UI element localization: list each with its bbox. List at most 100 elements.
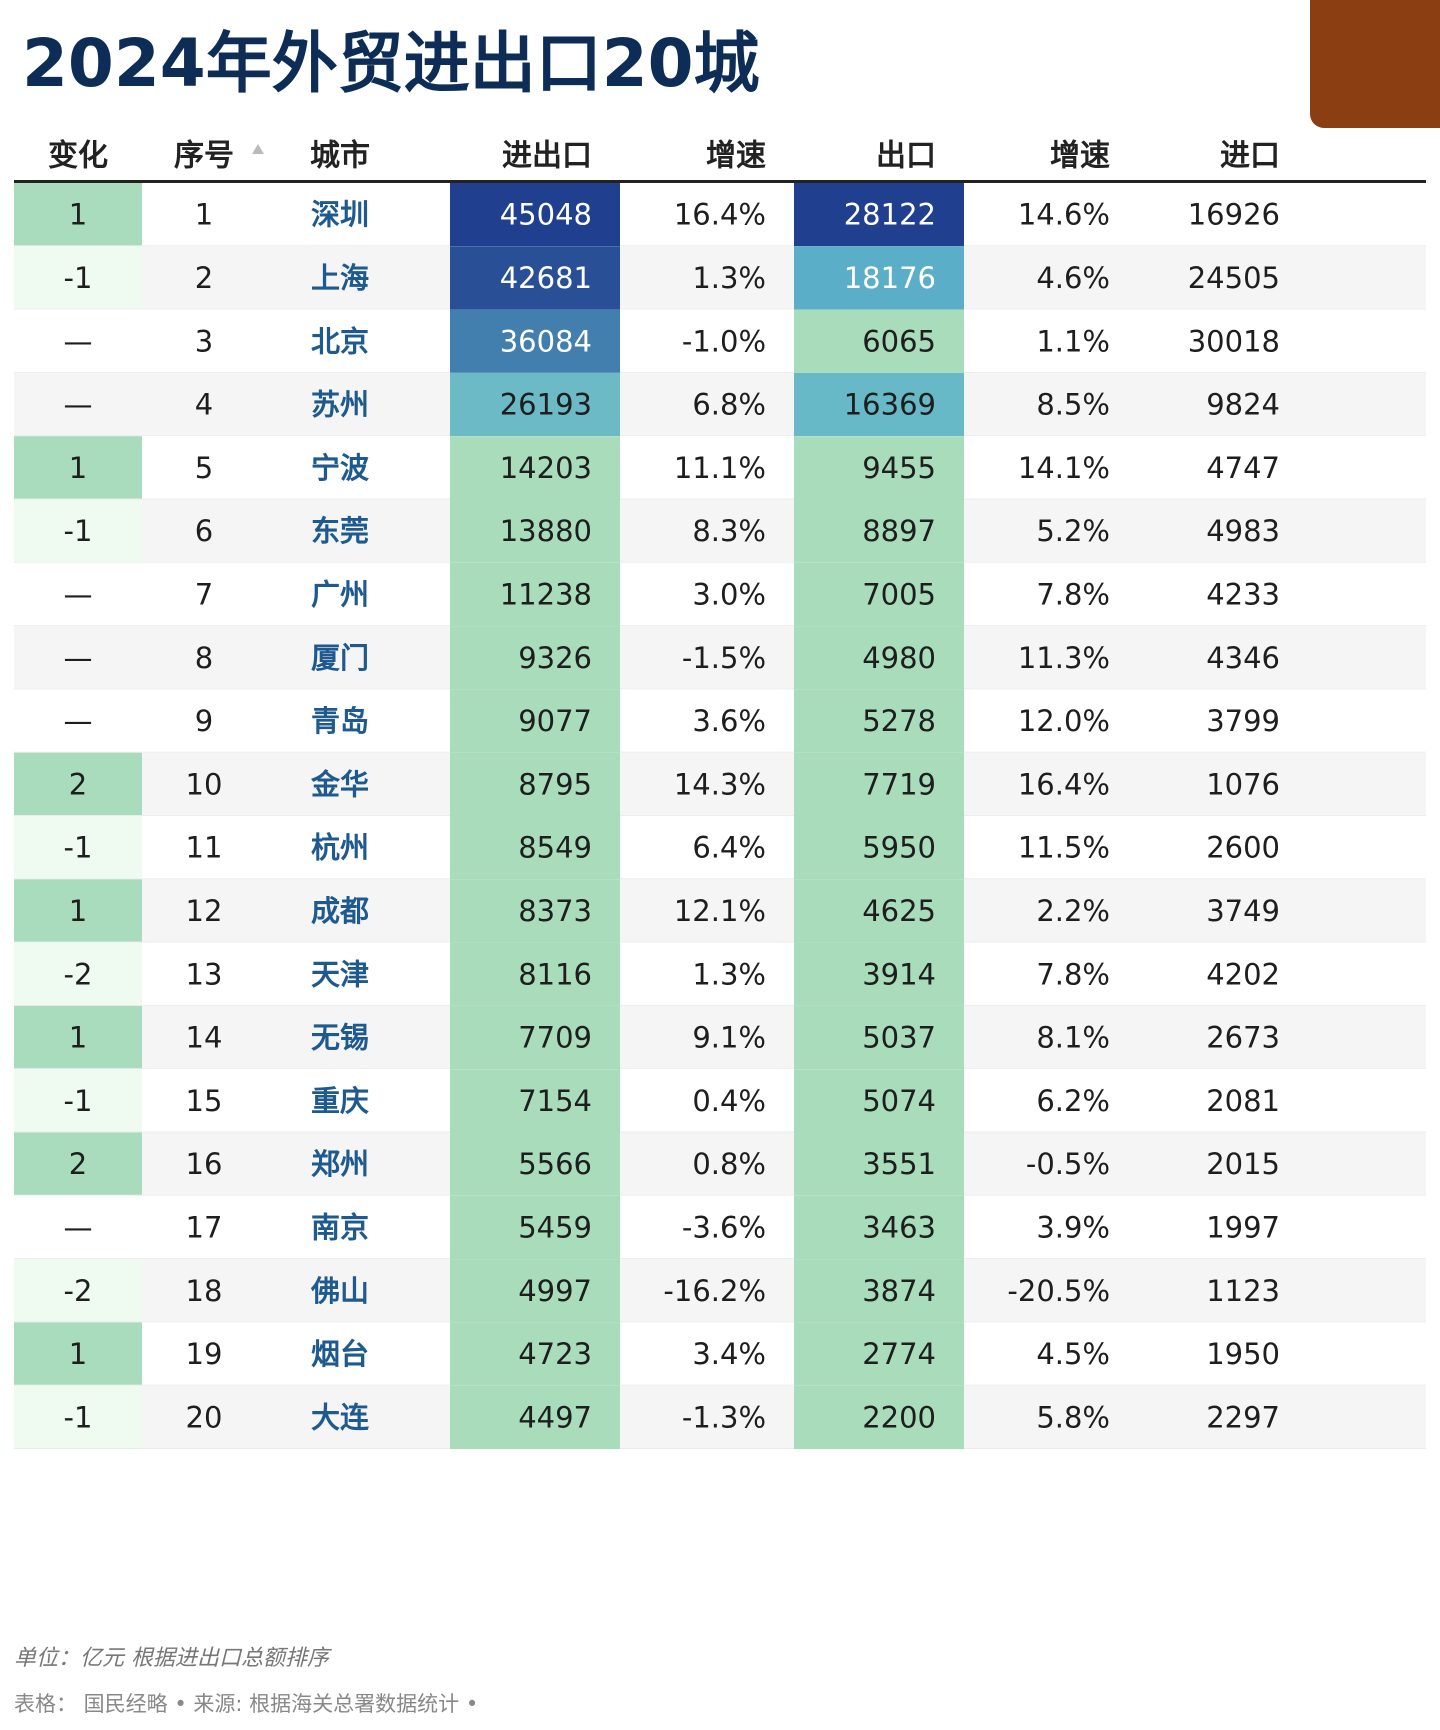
change-cell [14,879,142,942]
row-divider [14,751,1426,753]
cell-total-growth: 6.4% [692,831,766,865]
cell-city: 郑州 [311,1147,369,1181]
table-row [14,816,1426,879]
change-cell [14,1005,142,1069]
export-heat-cell [794,499,964,563]
total-heat-cell [450,626,620,690]
export-heat-cell [794,752,964,816]
total-heat-cell [450,942,620,1006]
cell-total-growth: 14.3% [674,767,766,801]
table-row [14,1069,1426,1132]
row-divider [14,1448,1426,1449]
cell-change: 1 [69,1021,87,1055]
row-divider [14,878,1426,880]
total-heat-cell [450,309,620,373]
cell-export: 7005 [862,577,936,611]
total-heat-cell [450,816,620,880]
row-divider [14,1004,1426,1006]
cell-change: — [64,577,93,611]
cell-export: 4625 [862,894,936,928]
cell-import: 4233 [1206,577,1280,611]
row-divider [14,625,1426,627]
cell-export: 9455 [862,451,936,485]
cell-import: 16926 [1188,198,1280,232]
cell-total-growth: 16.4% [674,198,766,232]
export-heat-cell [794,562,964,627]
row-divider [14,688,1426,690]
cell-change: -1 [64,1084,93,1118]
cell-export: 5278 [862,704,936,738]
column-header: 增速 [1050,139,1110,174]
cell-city: 广州 [311,577,369,611]
cell-city: 大连 [311,1400,370,1434]
cell-total-growth: 3.6% [692,704,766,738]
total-heat-cell [450,1132,620,1196]
cell-export-growth: 4.5% [1036,1337,1110,1371]
cell-export: 3551 [862,1147,936,1181]
cell-total: 4723 [518,1337,592,1371]
cell-total-growth: 6.8% [692,388,766,422]
export-heat-cell [794,1385,964,1449]
total-heat-cell [450,879,620,943]
export-heat-cell [794,816,964,880]
cell-rank: 2 [195,261,213,295]
export-heat-cell [794,309,964,373]
table-row [14,499,1426,562]
export-heat-cell [794,1132,964,1196]
cell-export: 5074 [862,1084,936,1118]
cell-rank: 4 [195,388,213,422]
cell-total: 42681 [500,261,592,295]
cell-change: -1 [64,1400,93,1434]
row-divider [14,1321,1426,1323]
table-row [14,436,1426,499]
table-row [14,562,1426,626]
change-cell [14,436,142,499]
cell-rank: 9 [195,704,213,738]
total-heat-cell [450,689,620,753]
table-row [14,1322,1426,1385]
cell-rank: 17 [186,1210,223,1244]
cell-change: 1 [69,451,87,485]
change-cell [14,1069,142,1132]
cell-change: 1 [69,1337,87,1371]
cell-city: 厦门 [311,641,369,675]
change-cell [14,752,142,815]
cell-total: 8795 [518,767,592,801]
change-cell [14,942,142,1005]
cell-total: 8373 [518,894,592,928]
cell-import: 4346 [1206,641,1280,675]
cell-export-growth: -20.5% [1007,1274,1110,1308]
cell-change: -2 [64,1274,93,1308]
cell-city: 苏州 [311,388,369,422]
column-header: 进出口 [502,139,592,174]
column-header: 出口 [876,139,936,174]
cell-change: — [64,388,93,422]
cell-city: 北京 [311,324,369,358]
cell-total: 8116 [518,957,592,991]
cell-export-growth: 14.1% [1018,451,1110,485]
total-heat-cell [450,1259,620,1323]
cell-export: 3874 [862,1274,936,1308]
export-heat-cell [794,1005,964,1070]
total-heat-cell [450,752,620,816]
cell-rank: 7 [195,577,213,611]
cell-total: 45048 [500,198,592,232]
cell-total: 8549 [518,831,592,865]
cell-change: — [64,641,93,675]
cell-total: 26193 [500,388,592,422]
cell-city: 上海 [311,261,369,295]
cell-import: 2081 [1206,1084,1280,1118]
change-cell [14,246,142,309]
cell-total: 9326 [518,641,592,675]
cell-export-growth: 12.0% [1018,704,1110,738]
column-header: 序号 [174,139,234,174]
cell-rank: 5 [195,451,213,485]
table-row [14,183,1426,246]
cell-rank: 3 [195,324,213,358]
cell-rank: 15 [186,1084,223,1118]
export-heat-cell [794,689,964,753]
table-row [14,309,1426,372]
cell-total-growth: 11.1% [674,451,766,485]
cell-city: 杭州 [311,831,369,865]
cell-export: 28122 [844,198,936,232]
